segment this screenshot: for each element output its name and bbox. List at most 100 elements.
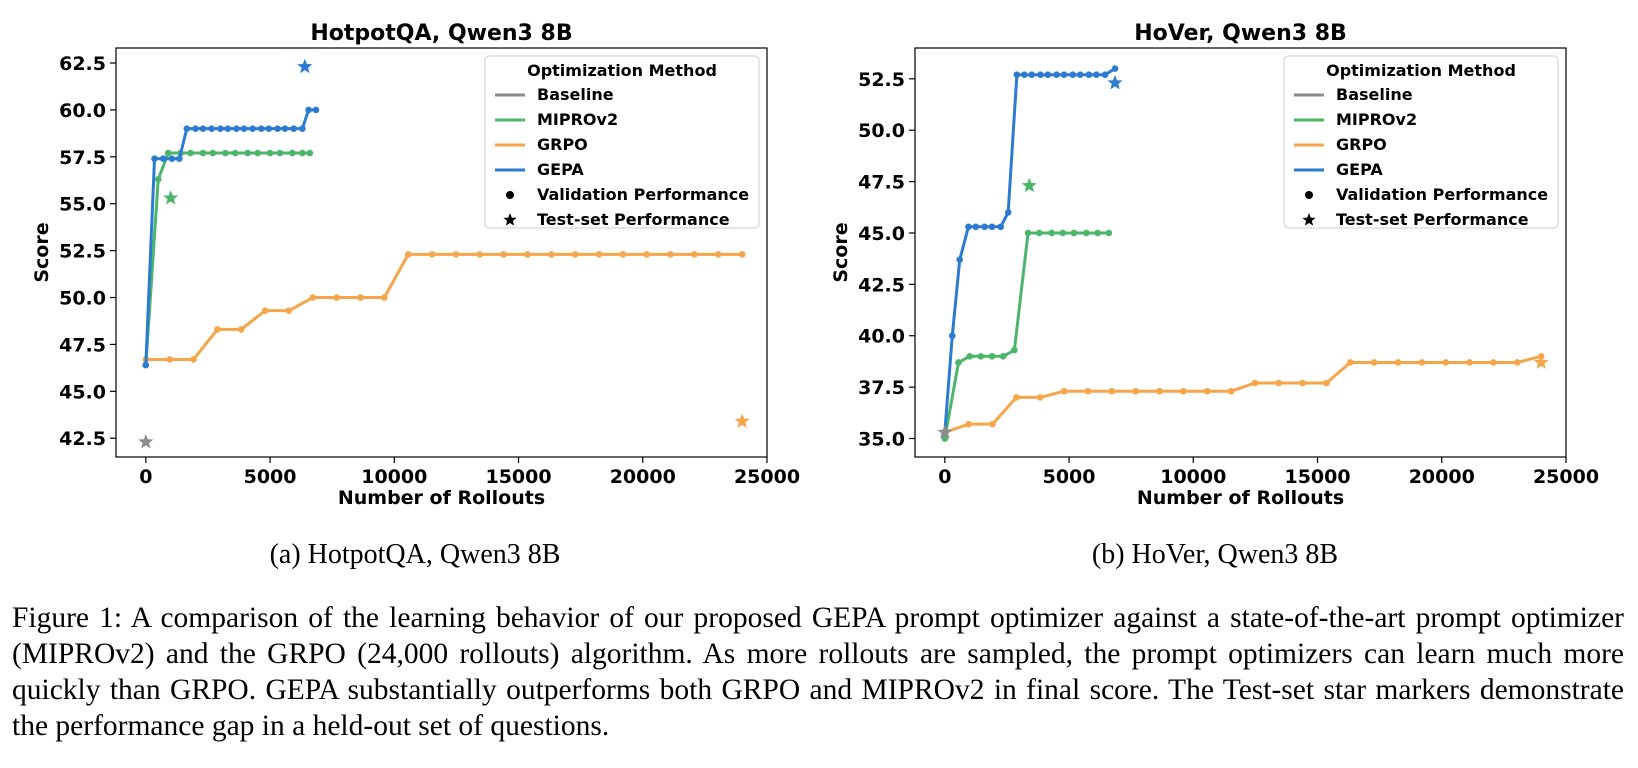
grpo-validation-point	[1180, 387, 1187, 395]
miprov2-validation-point	[276, 149, 284, 157]
miprov2-validation-point	[154, 176, 162, 183]
legend-swatch-test-star	[1302, 213, 1316, 226]
grpo-validation-point	[1251, 379, 1259, 387]
legend-swatch-test-star	[503, 213, 517, 226]
miprov2-validation-line	[943, 231, 1109, 439]
grpo-validation-point	[1227, 387, 1235, 395]
grpo-validation-point	[595, 251, 603, 258]
plot-frame	[115, 47, 768, 458]
grpo-validation-point	[667, 251, 674, 258]
grpo-validation-point	[214, 326, 221, 333]
gepa-validation-point	[988, 223, 996, 231]
grpo-validation-point	[524, 251, 531, 258]
gepa-validation-point	[1037, 71, 1044, 79]
miprov2-validation-point	[966, 352, 973, 360]
gepa-validation-point	[1101, 71, 1109, 79]
subcaption-a: (a) HotpotQA, Qwen3 8B	[270, 539, 561, 570]
x-tick-label: 20000	[610, 466, 676, 488]
grpo-validation-point	[1084, 387, 1092, 395]
legend-title: Optimization Method	[1326, 61, 1516, 80]
gepa-validation-point	[312, 106, 320, 114]
y-tick-label: 52.5	[858, 69, 905, 91]
grpo-validation-point	[619, 251, 627, 258]
gepa-validation-point	[168, 155, 176, 162]
grpo-validation-point	[309, 294, 317, 301]
grpo-test-star	[1533, 354, 1549, 369]
x-tick-label: 25000	[734, 466, 800, 488]
miprov2-validation-point	[1105, 229, 1113, 237]
miprov2-validation-point	[1094, 229, 1101, 237]
x-tick-label: 15000	[485, 466, 551, 488]
legend-label-gepa: GEPA	[1336, 160, 1383, 179]
grpo-validation-point	[1299, 379, 1306, 387]
miprov2-validation-point	[306, 149, 314, 157]
miprov2-validation-point	[199, 149, 207, 157]
legend: Optimization Method Baseline MIPROv2 GRPO GE…	[484, 55, 760, 229]
grpo-validation-point	[428, 251, 436, 258]
grpo-validation-point	[357, 294, 364, 301]
gepa-test-star	[297, 58, 313, 74]
gepa-validation-point	[258, 125, 265, 132]
miprov2-validation-point	[999, 352, 1007, 360]
y-tick-label: 45.0	[59, 381, 106, 403]
gepa-validation-line	[943, 67, 1116, 433]
grpo-validation-point	[738, 251, 746, 258]
figure-caption: Figure 1: A comparison of the learning b…	[12, 602, 1624, 742]
y-tick-label: 50.0	[59, 288, 106, 310]
gepa-validation-point	[281, 125, 289, 132]
grpo-validation-point	[1513, 359, 1521, 366]
miprov2-validation-point	[1035, 229, 1043, 237]
legend-label-gepa: GEPA	[537, 160, 584, 179]
miprov2-validation-point	[1048, 229, 1055, 237]
gepa-validation-point	[274, 125, 281, 132]
miprov2-validation-point	[955, 359, 962, 366]
subcaption-b: (b) HoVer, Qwen3 8B	[1092, 539, 1338, 570]
gepa-validation-point	[265, 125, 273, 132]
gepa-validation-point	[965, 223, 972, 231]
grpo-validation-line	[944, 354, 1542, 434]
miprov2-validation-point	[209, 149, 217, 157]
miprov2-validation-point	[1070, 229, 1078, 237]
legend-box	[484, 55, 760, 229]
grpo-validation-point	[989, 420, 996, 428]
miprov2-validation-point	[231, 149, 239, 157]
y-axis-label: Score	[31, 222, 53, 282]
grpo-validation-point	[237, 326, 245, 333]
grpo-validation-point	[1442, 359, 1450, 366]
gepa-validation-point	[1053, 71, 1060, 79]
grpo-validation-point	[965, 420, 972, 428]
gepa-validation-point	[1004, 209, 1012, 216]
grpo-validation-point	[548, 251, 555, 258]
legend-label-miprov2: MIPROv2	[1336, 110, 1417, 129]
miprov2-validation-point	[1011, 346, 1018, 354]
grpo-validation-point	[381, 294, 388, 301]
legend-label-baseline: Baseline	[1336, 85, 1413, 104]
gepa-validation-point	[1021, 71, 1028, 79]
miprov2-validation-point	[1024, 229, 1032, 237]
miprov2-validation-point	[187, 149, 194, 157]
grpo-validation-point	[261, 307, 269, 314]
gepa-validation-point	[1028, 71, 1036, 79]
gepa-validation-point	[159, 155, 167, 162]
gepa-validation-point	[948, 332, 956, 340]
grpo-validation-point	[1275, 379, 1283, 387]
miprov2-test-star	[1021, 177, 1037, 193]
miprov2-validation-point	[254, 149, 261, 157]
x-tick-label: 5000	[244, 466, 297, 488]
gepa-validation-point	[192, 125, 199, 132]
grpo-validation-point	[500, 251, 507, 258]
gepa-validation-point	[1111, 65, 1119, 72]
grpo-validation-point	[1108, 387, 1116, 395]
gepa-validation-point	[972, 223, 980, 231]
grpo-validation-point	[1060, 387, 1068, 395]
grpo-validation-point	[452, 251, 460, 258]
miprov2-test-star	[163, 190, 179, 205]
miprov2-validation-line	[144, 151, 310, 366]
y-tick-label: 60.0	[59, 100, 106, 122]
figure-graphic: HotpotQA, Qwen3 8B 0 5000 10000 15000 20000 25…	[31, 21, 1599, 570]
legend: Optimization Method Baseline MIPROv2 GRPO GE…	[1283, 55, 1559, 229]
gepa-validation-point	[233, 125, 240, 132]
legend-swatch-validation-dot	[506, 191, 514, 199]
grpo-validation-point	[1323, 379, 1330, 387]
grpo-validation-point	[714, 251, 722, 258]
